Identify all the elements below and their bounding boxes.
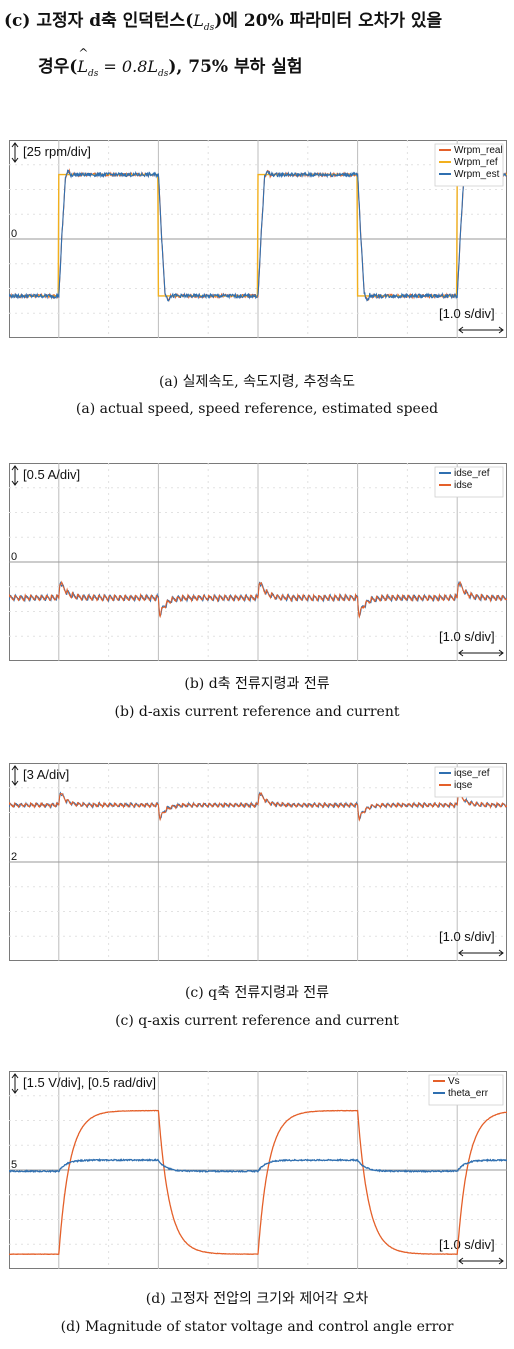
chart-panel-a: 0 [25 rpm/div] [1.0 s/div] Wrpm_real Wrpm_re… — [9, 140, 507, 338]
vertical-scale-arrow-icon — [11, 465, 19, 486]
legend-label: iqse_ref — [454, 768, 490, 779]
caption-kr-b: (b) d축 전류지령과 전류 — [184, 676, 330, 692]
legend-label: idse — [454, 480, 473, 491]
legend-label: Wrpm_real — [454, 145, 503, 156]
time-scale-label: [1.0 s/div] — [439, 629, 495, 644]
caption-en-c: (c) q-axis current reference and current — [115, 1013, 399, 1029]
caption-en-a: (a) actual speed, speed reference, estim… — [75, 401, 439, 417]
caption-kr-c: (c) q축 전류지령과 전류 — [184, 985, 330, 1001]
series-line-vs — [9, 1109, 507, 1256]
chart-panel-d: 5 [1.5 V/div], [0.5 rad/div] [1.0 s/div] Vs… — [9, 1071, 507, 1269]
series-line-idse — [9, 580, 507, 619]
scope-chart-d: 5 [1.5 V/div], [0.5 rad/div] [1.0 s/div] Vs… — [9, 1071, 507, 1269]
zero-marker-label: 2 — [11, 851, 17, 863]
caption-kr-a: (a) 실제속도, 속도지령, 추정속도 — [158, 374, 356, 390]
chart-panel-c: 2 [3 A/div] [1.0 s/div] iqse_ref iqse — [9, 763, 507, 961]
horizontal-scale-arrow-icon — [458, 649, 504, 657]
zero-marker-label: 0 — [11, 228, 17, 240]
zero-marker-label: 5 — [11, 1159, 17, 1171]
horizontal-scale-arrow-icon — [458, 326, 504, 334]
caption-en-b: (b) d-axis current reference and current — [114, 704, 400, 720]
caption-en-d: (d) Magnitude of stator voltage and cont… — [60, 1319, 454, 1335]
series-line-wrpm-est — [9, 167, 507, 302]
legend-label: Wrpm_ref — [454, 157, 498, 168]
time-scale-label: [1.0 s/div] — [439, 1237, 495, 1252]
legend-label: idse_ref — [454, 468, 490, 479]
vertical-scale-arrow-icon — [11, 142, 19, 163]
scope-chart-a: 0 [25 rpm/div] [1.0 s/div] Wrpm_realWrpm_re… — [9, 140, 507, 338]
legend-label: theta_err — [448, 1088, 489, 1099]
vertical-scale-arrow-icon — [11, 1073, 19, 1094]
vertical-scale-arrow-icon — [11, 765, 19, 786]
chart-panel-b: 0 [0.5 A/div] [1.0 s/div] idse_ref idse — [9, 463, 507, 661]
scale-label: [25 rpm/div] — [23, 144, 91, 159]
scale-label: [0.5 A/div] — [23, 467, 80, 482]
section-heading-line2: 경우(Lds = 0.8Lds), 75% 부하 실험 — [38, 46, 302, 79]
legend-label: Vs — [448, 1076, 460, 1087]
time-scale-label: [1.0 s/div] — [439, 929, 495, 944]
zero-marker-label: 0 — [11, 551, 17, 563]
horizontal-scale-arrow-icon — [458, 949, 504, 957]
scale-label: [3 A/div] — [23, 767, 69, 782]
legend-label: Wrpm_est — [454, 169, 500, 180]
series-line-iqse — [9, 792, 507, 822]
horizontal-scale-arrow-icon — [458, 1257, 504, 1265]
legend-label: iqse — [454, 780, 473, 791]
section-heading-line1: (c) 고정자 d축 인덕턴스(Lds)에 20% 파라미터 오차가 있을 — [4, 11, 443, 34]
time-scale-label: [1.0 s/div] — [439, 306, 495, 321]
scale-label: [1.5 V/div], [0.5 rad/div] — [23, 1075, 156, 1090]
series-line-theta-err — [9, 1157, 507, 1174]
caption-kr-d: (d) 고정자 전압의 크기와 제어각 오차 — [145, 1291, 369, 1307]
